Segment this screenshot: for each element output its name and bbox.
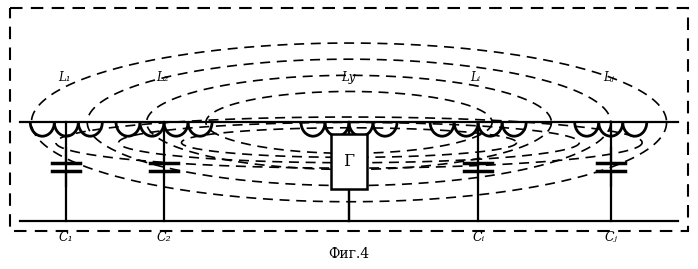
Text: Cᵢ: Cᵢ [472, 231, 484, 244]
Text: C₁: C₁ [59, 231, 73, 244]
Text: Lᵢ: Lᵢ [470, 71, 480, 84]
Text: Фиг.4: Фиг.4 [329, 247, 369, 261]
Text: L₂: L₂ [156, 71, 168, 84]
Text: C₂: C₂ [157, 231, 171, 244]
Text: L₁: L₁ [59, 71, 70, 84]
Text: Lⱼ: Lⱼ [603, 71, 614, 84]
Text: Cⱼ: Cⱼ [604, 231, 617, 244]
Bar [10, 8, 688, 231]
Text: Г: Г [343, 153, 355, 170]
Text: Lу: Lу [341, 71, 355, 84]
Bar [331, 134, 367, 189]
